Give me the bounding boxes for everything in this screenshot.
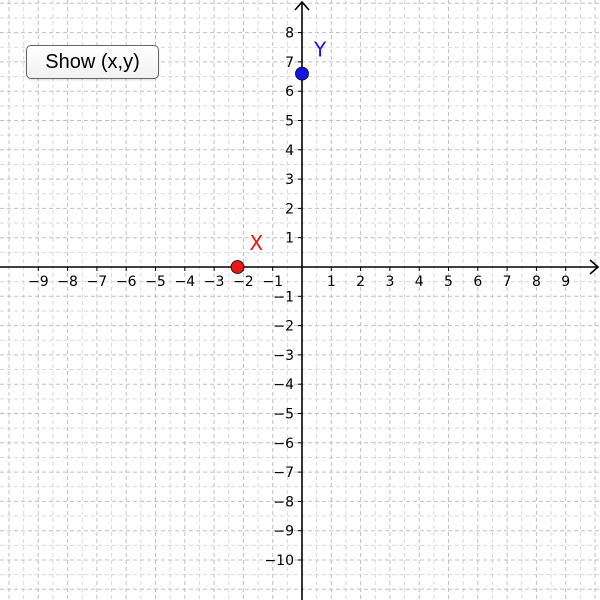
y-tick-label: −5 [273, 407, 294, 423]
x-tick-label: −5 [145, 274, 166, 290]
x-tick-label: −9 [28, 274, 49, 290]
y-tick-label: 1 [285, 231, 294, 247]
tick-labels: −9 −8 −7 −6 −5 −4 −3 −2 −1 1 2 3 4 5 6 7 8 912345678−1−2−… [28, 26, 570, 569]
y-tick-label: −4 [273, 377, 294, 393]
y-tick-label: −10 [264, 553, 294, 569]
y-axis-arrow-icon [294, 0, 310, 11]
x-tick-label: 3 [385, 274, 394, 290]
x-tick-label: 9 [561, 274, 570, 290]
y-tick-label: −6 [273, 436, 294, 452]
y-tick-label: −9 [273, 524, 294, 540]
y-tick-label: 4 [285, 143, 294, 159]
point-y[interactable] [295, 66, 309, 81]
x-tick-label: 5 [444, 274, 453, 290]
y-tick-label: 2 [285, 201, 294, 217]
x-tick-label: 2 [356, 274, 365, 290]
x-tick-label: −1 [262, 274, 283, 290]
y-tick-label: 6 [285, 84, 294, 100]
y-tick-label: 7 [285, 55, 294, 71]
y-tick-label: 3 [285, 172, 294, 188]
x-tick-label: 6 [473, 274, 482, 290]
y-tick-label: 5 [285, 114, 294, 130]
y-tick-label: −8 [273, 494, 294, 510]
x-tick-label: −3 [204, 274, 225, 290]
x-tick-label: −6 [116, 274, 137, 290]
x-tick-label: −8 [57, 274, 78, 290]
x-tick-label: 8 [532, 274, 541, 290]
show-xy-button[interactable]: Show (x,y) [26, 45, 159, 79]
x-axis-arrow-icon [589, 259, 600, 275]
points: XY [230, 38, 327, 274]
y-tick-label: −3 [273, 348, 294, 364]
point-label-x: X [250, 231, 264, 255]
x-tick-label: 4 [415, 274, 424, 290]
y-tick-label: −7 [273, 465, 294, 481]
point-label-y: Y [313, 38, 327, 62]
x-tick-label: 1 [327, 274, 336, 290]
y-tick-label: 8 [285, 26, 294, 42]
x-tick-label: −7 [87, 274, 108, 290]
x-tick-label: 7 [503, 274, 512, 290]
y-tick-label: −1 [273, 289, 294, 305]
x-tick-label: −2 [233, 274, 254, 290]
y-tick-label: −2 [273, 319, 294, 335]
point-x[interactable] [230, 260, 245, 274]
x-tick-label: −4 [174, 274, 195, 290]
